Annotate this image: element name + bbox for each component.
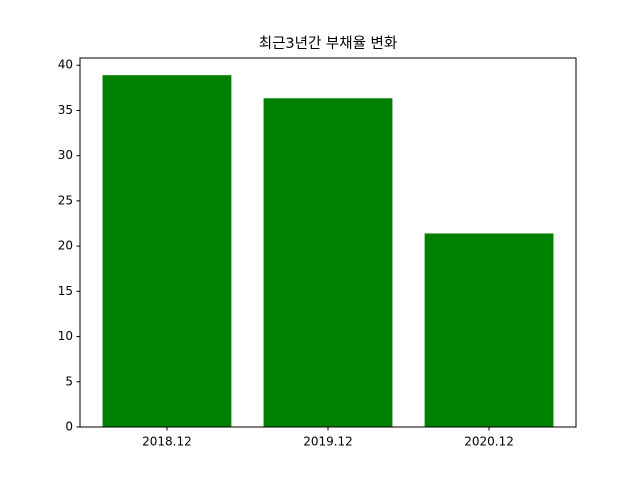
bar: [263, 98, 393, 427]
chart-title: 최근3년간 부채율 변화: [259, 35, 398, 52]
x-tick-label: 2019.12: [303, 435, 353, 449]
y-tick-label: 30: [58, 148, 73, 162]
x-tick-label: 2020.12: [464, 435, 514, 449]
y-tick-label: 20: [58, 239, 73, 253]
y-tick-label: 5: [65, 374, 73, 388]
y-tick-label: 25: [58, 193, 73, 207]
bar: [102, 75, 232, 427]
y-tick-label: 40: [58, 58, 73, 72]
y-tick-label: 35: [58, 103, 73, 117]
plot-frame: [79, 57, 577, 428]
bar: [424, 233, 554, 427]
y-tick-label: 10: [58, 329, 73, 343]
y-tick-label: 15: [58, 284, 73, 298]
x-tick-label: 2018.12: [142, 435, 192, 449]
y-tick-label: 0: [65, 420, 73, 434]
